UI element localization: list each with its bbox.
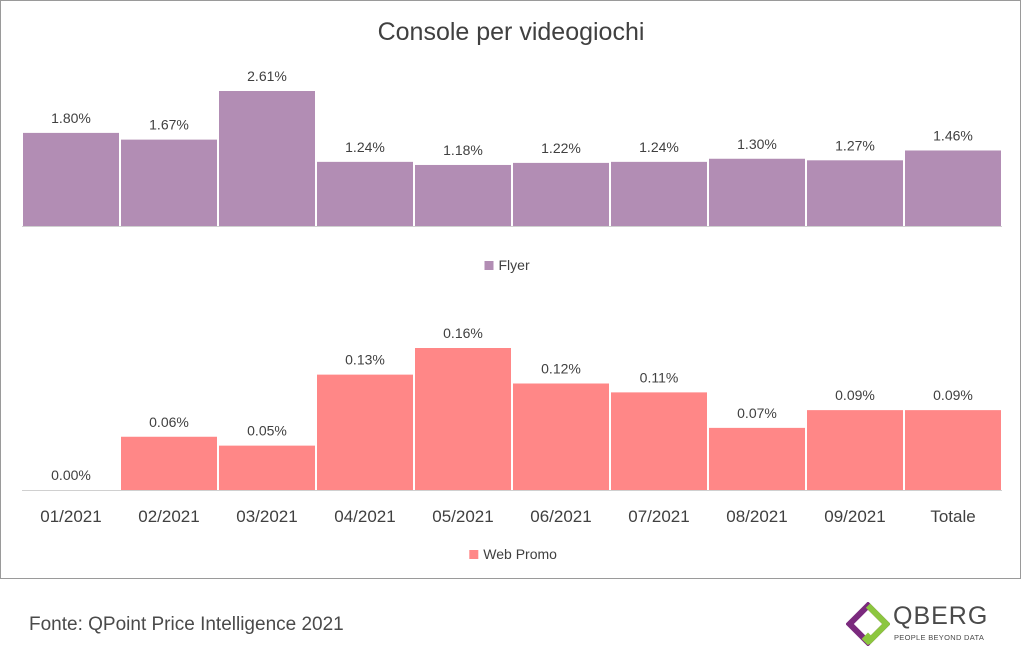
flyer-data-label: 1.30% [737, 136, 777, 152]
webpromo-bar [611, 392, 707, 490]
webpromo-bar [317, 374, 413, 490]
webpromo-legend-swatch [469, 550, 479, 559]
webpromo-data-label: 0.12% [541, 361, 581, 377]
flyer-data-label: 1.24% [639, 139, 679, 155]
flyer-data-label: 1.18% [443, 142, 483, 158]
flyer-data-label: 1.67% [149, 117, 189, 133]
flyer-bar [611, 161, 707, 226]
x-tick-label: Totale [930, 507, 975, 526]
flyer-data-label: 2.61% [247, 68, 287, 84]
webpromo-bar [513, 383, 609, 490]
flyer-data-label: 1.22% [541, 140, 581, 156]
webpromo-data-label: 0.07% [737, 405, 777, 421]
x-tick-label: 07/2021 [628, 507, 689, 526]
logo-tagline: PEOPLE BEYOND DATA [894, 633, 985, 642]
flyer-data-label: 1.80% [51, 110, 91, 126]
qberg-logo: QBERG PEOPLE BEYOND DATA [845, 601, 996, 647]
webpromo-bar [121, 436, 217, 490]
webpromo-data-label: 0.05% [247, 423, 287, 439]
x-tick-label: 04/2021 [334, 507, 395, 526]
flyer-data-label: 1.46% [933, 127, 973, 143]
x-tick-label: 06/2021 [530, 507, 591, 526]
webpromo-bar [709, 427, 805, 490]
flyer-bar [219, 91, 315, 226]
flyer-bar [905, 150, 1001, 226]
webpromo-data-label: 0.11% [640, 369, 679, 385]
source-caption: Fonte: QPoint Price Intelligence 2021 [29, 614, 344, 635]
flyer-data-label: 1.27% [835, 137, 875, 153]
flyer-bar [513, 162, 609, 226]
x-tick-label: 02/2021 [138, 507, 199, 526]
flyer-bar [415, 164, 511, 226]
webpromo-data-label: 0.06% [149, 414, 189, 430]
webpromo-bar [219, 445, 315, 490]
webpromo-data-label: 0.16% [443, 325, 483, 341]
webpromo-data-label: 0.00% [51, 467, 91, 483]
chart-canvas: Console per videogiochi 1.80% 1.67% 2.61% 1.… [22, 18, 1002, 562]
flyer-bar [317, 161, 413, 226]
webpromo-data-label: 0.13% [345, 352, 385, 368]
flyer-legend-label: Flyer [499, 257, 530, 273]
qberg-logo-mark [845, 601, 891, 647]
webpromo-bar [415, 348, 511, 490]
flyer-bar [23, 132, 119, 226]
x-tick-label: 01/2021 [40, 507, 101, 526]
webpromo-data-label: 0.09% [933, 387, 973, 403]
x-tick-label: 09/2021 [824, 507, 885, 526]
flyer-bar [121, 139, 217, 226]
flyer-bar [807, 160, 903, 226]
x-tick-label: 05/2021 [432, 507, 493, 526]
flyer-bar [709, 158, 805, 226]
webpromo-data-label: 0.09% [835, 387, 875, 403]
webpromo-legend-label: Web Promo [483, 546, 557, 562]
chart-title: Console per videogiochi [378, 18, 645, 46]
logo-wordmark: QBERG [893, 602, 989, 630]
flyer-data-label: 1.24% [345, 139, 385, 155]
webpromo-bar [807, 410, 903, 490]
x-tick-label: 08/2021 [726, 507, 787, 526]
flyer-legend-swatch [484, 261, 494, 270]
x-tick-label: 03/2021 [236, 507, 297, 526]
webpromo-bar [905, 410, 1001, 490]
